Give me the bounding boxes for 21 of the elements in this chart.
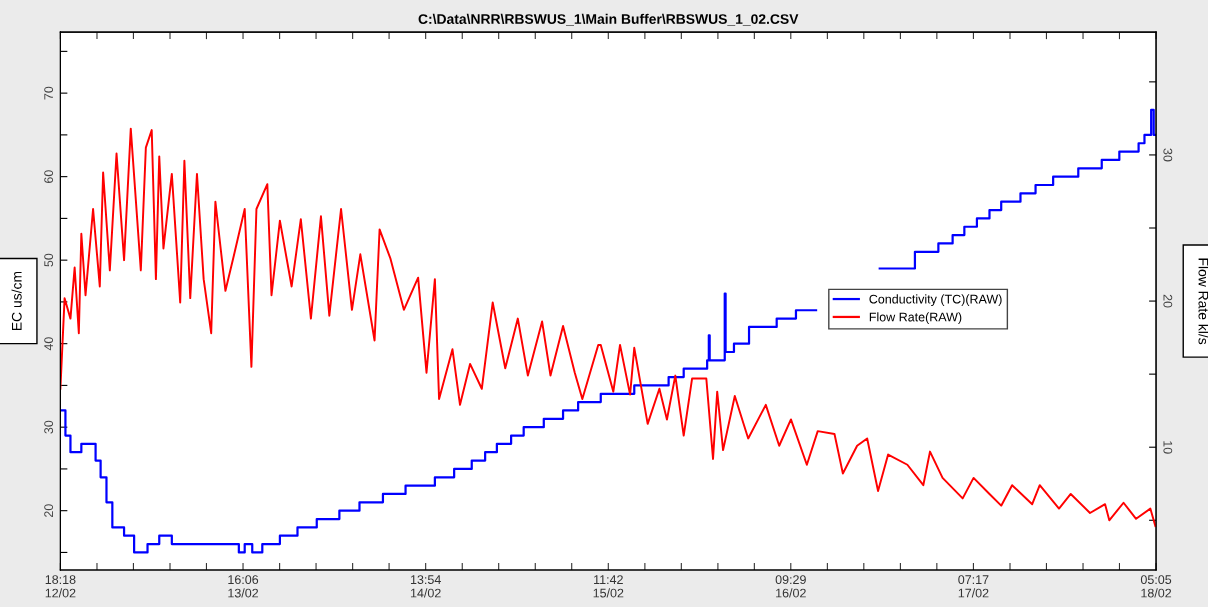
chart-title: C:\Data\NRR\RBSWUS_1\Main Buffer\RBSWUS_1_02.CSV	[418, 13, 799, 26]
legend-label: Conductivity (TC)(RAW)	[869, 294, 1002, 307]
x-tick-label: 09:29 16/02	[775, 575, 806, 598]
y-axis-title: EC us/cm	[11, 271, 22, 331]
legend-label: Flow Rate(RAW)	[869, 312, 962, 324]
y-tick-label: 40	[44, 337, 54, 351]
y2-tick-label: 20	[1163, 294, 1173, 308]
y-tick-label: 50	[44, 253, 54, 267]
y-tick-label: 70	[44, 86, 54, 100]
y2-tick-label: 10	[1163, 441, 1173, 454]
y2-tick-label: 30	[1163, 148, 1173, 162]
y-tick-label: 20	[44, 504, 54, 517]
y-tick-label: 60	[44, 170, 54, 183]
x-tick-label: 16:06 13/02	[228, 575, 259, 598]
x-tick-label: 18:18 12/02	[45, 575, 76, 598]
x-tick-label: 05:05 18/02	[1140, 575, 1172, 598]
y2-axis-title: Flow Rate kl/s	[1198, 258, 1208, 345]
x-tick-label: 13:54 14/02	[410, 575, 441, 598]
y-tick-label: 30	[44, 420, 54, 434]
x-tick-label: 07:17 17/02	[958, 575, 989, 598]
x-tick-label: 11:42 15/02	[593, 575, 624, 598]
